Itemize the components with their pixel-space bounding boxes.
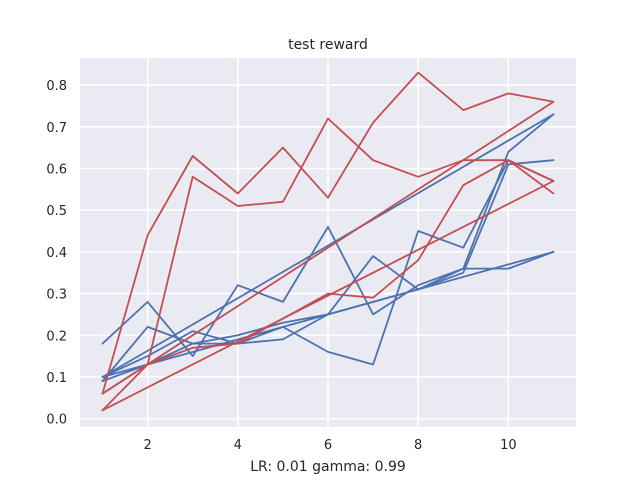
- y-tick-label: 0.4: [46, 246, 67, 261]
- grid-lines: [80, 58, 576, 427]
- series-line-blue-5: [101, 113, 555, 378]
- y-tick-label: 0.6: [46, 162, 67, 177]
- x-tick-label: 10: [500, 438, 517, 453]
- y-tick-label: 0.0: [46, 413, 67, 428]
- x-tick-label: 8: [414, 438, 422, 453]
- y-tick-label: 0.1: [46, 371, 67, 386]
- series-line-red-2: [101, 117, 555, 395]
- series-line-red-1: [101, 71, 555, 395]
- series-line-red-4: [101, 100, 555, 395]
- y-tick-label: 0.5: [46, 204, 67, 219]
- series-line-red-3: [101, 159, 555, 412]
- tick-labels: 2 4 6 8 10 0.0 0.1 0.2 0.3 0.4 0.5 0.6 0.7 0.8: [46, 79, 516, 453]
- series-line-red-5: [101, 180, 555, 412]
- x-axis-label: LR: 0.01 gamma: 0.99: [250, 459, 406, 475]
- y-tick-label: 0.3: [46, 288, 67, 303]
- y-tick-label: 0.2: [46, 329, 67, 344]
- series-lines: [101, 71, 555, 412]
- x-tick-label: 4: [234, 438, 242, 453]
- y-tick-label: 0.8: [46, 79, 67, 94]
- y-tick-label: 0.7: [46, 121, 67, 136]
- x-tick-label: 2: [143, 438, 151, 453]
- series-line-blue-6: [101, 250, 555, 378]
- chart-title: test reward: [288, 37, 368, 53]
- x-tick-label: 6: [324, 438, 332, 453]
